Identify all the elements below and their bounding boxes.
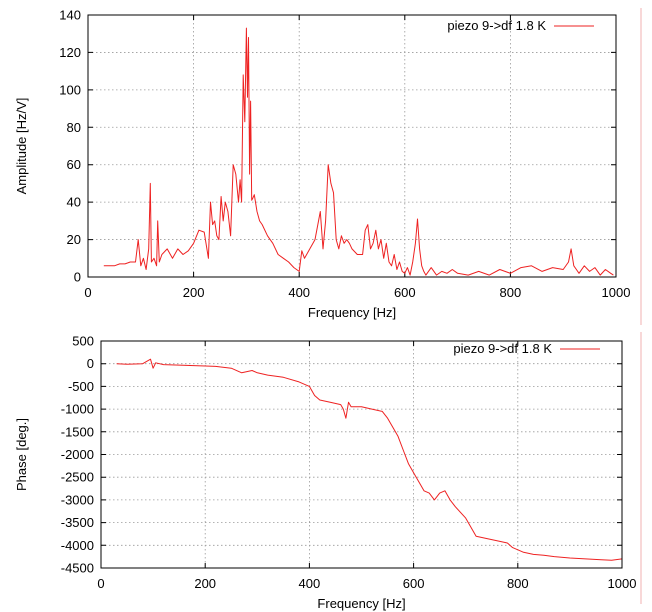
amplitude-plot-frame <box>87 14 617 278</box>
phase-series-line <box>116 358 623 561</box>
amplitude-x-tick-label: 600 <box>394 285 416 300</box>
amplitude-y-tick-label: 40 <box>67 195 81 210</box>
amplitude-y-tick-label: 100 <box>59 82 81 97</box>
amplitude-x-tick-label: 400 <box>288 285 310 300</box>
amplitude-y-tick-label: 140 <box>59 8 81 23</box>
phase-x-tick-label: 800 <box>507 576 529 591</box>
amplitude-x-axis-label: Frequency [Hz] <box>308 305 396 320</box>
phase-y-tick-label: -4000 <box>61 538 94 553</box>
amplitude-y-tick-label: 20 <box>67 232 81 247</box>
phase-y-tick-label: 500 <box>72 334 94 349</box>
phase-x-tick-label: 1000 <box>608 576 637 591</box>
phase-x-tick-label: 400 <box>299 576 321 591</box>
phase-chart: 0 200 400 600 800 1000 500 0 -500 -1000 -1500 -2000… <box>14 334 636 612</box>
phase-y-tick-label: -2500 <box>61 470 94 485</box>
amplitude-y-tick-label: 60 <box>67 157 81 172</box>
phase-y-tick-label: -500 <box>68 379 94 394</box>
amplitude-legend: piezo 9->df 1.8 K <box>447 18 594 33</box>
phase-x-tick-label: 600 <box>403 576 425 591</box>
phase-y-tick-label: -4500 <box>61 561 94 576</box>
phase-y-tick-label: -1000 <box>61 402 94 417</box>
phase-legend: piezo 9->df 1.8 K <box>453 341 600 356</box>
amplitude-x-tick-label: 1000 <box>602 285 631 300</box>
amplitude-x-tick-label: 0 <box>84 285 91 300</box>
amplitude-y-tick-label: 120 <box>59 45 81 60</box>
amplitude-y-axis-label: Amplitude [Hz/V] <box>14 98 29 195</box>
amplitude-chart: 0 200 400 600 800 1000 0 20 40 60 80 100 120 140 piezo… <box>14 8 630 321</box>
amplitude-y-tick-label: 80 <box>67 120 81 135</box>
phase-legend-label: piezo 9->df 1.8 K <box>453 341 552 356</box>
phase-y-tick-label: -3000 <box>61 492 94 507</box>
phase-y-tick-label: -2000 <box>61 447 94 462</box>
amplitude-tick-marks <box>87 14 617 278</box>
phase-y-tick-label: -1500 <box>61 424 94 439</box>
phase-y-axis-label: Phase [deg.] <box>14 418 29 491</box>
amplitude-legend-label: piezo 9->df 1.8 K <box>447 18 546 33</box>
amplitude-x-tick-label: 200 <box>183 285 205 300</box>
phase-x-axis-label: Frequency [Hz] <box>317 596 405 611</box>
phase-plot-frame <box>100 340 623 569</box>
amplitude-x-tick-label: 800 <box>500 285 522 300</box>
phase-y-tick-label: -3500 <box>61 515 94 530</box>
amplitude-series-line <box>103 27 614 276</box>
phase-x-tick-label: 0 <box>97 576 104 591</box>
amplitude-y-tick-label: 0 <box>74 270 81 285</box>
phase-y-tick-label: 0 <box>87 356 94 371</box>
phase-x-tick-label: 200 <box>194 576 216 591</box>
